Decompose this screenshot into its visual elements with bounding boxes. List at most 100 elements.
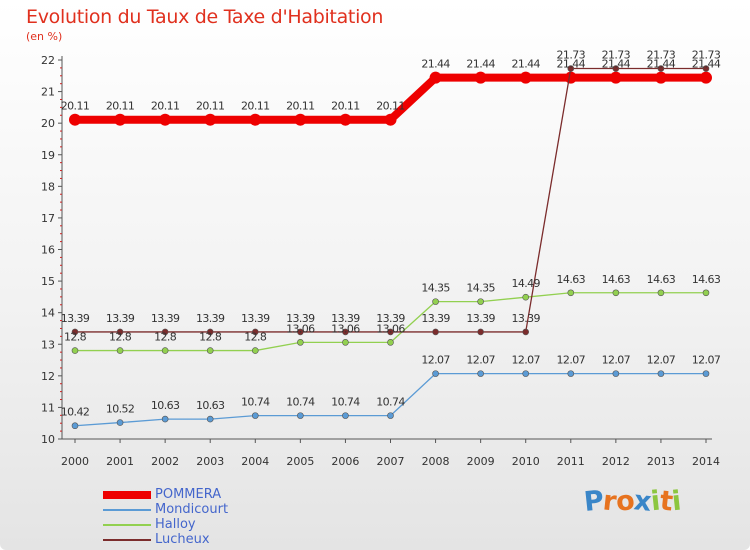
data-label-halloy: 13.06 [331,322,360,335]
data-label-lucheux: 13.39 [421,312,450,325]
chart-title: Evolution du Taux de Taxe d'Habitation [26,6,384,28]
data-point-halloy [251,347,259,354]
data-point-mondicourt [297,412,304,419]
data-label-pommera: 21.44 [557,58,586,71]
data-label-lucheux: 13.39 [466,312,495,325]
data-label-lucheux: 21.73 [602,49,631,62]
data-label-halloy: 14.63 [557,273,586,286]
data-point-halloy [161,347,169,354]
data-label-halloy: 12.8 [109,331,132,344]
data-point-mondicourt [387,412,394,419]
data-point-pommera [384,113,397,126]
data-point-lucheux [251,328,259,336]
legend: POMMERA Mondicourt Halloy Lucheux [103,487,228,547]
legend-label-lucheux: Lucheux [155,532,210,547]
data-label-lucheux: 21.73 [692,49,721,62]
data-label-halloy: 12.8 [64,331,87,344]
data-label-lucheux: 13.39 [151,312,180,325]
data-point-pommera [339,113,352,126]
data-point-lucheux [71,328,79,336]
x-tick-label: 2004 [241,455,269,468]
data-label-pommera: 20.11 [106,100,135,113]
data-label-lucheux: 13.39 [106,312,135,325]
data-label-pommera: 20.11 [286,100,315,113]
x-tick-label: 2009 [467,455,495,468]
data-label-pommera: 20.11 [331,100,360,113]
x-tick-label: 2001 [106,455,134,468]
x-tick-label: 2014 [692,455,720,468]
data-point-lucheux [657,65,665,72]
data-point-pommera [609,71,622,84]
y-tick-label: 16 [41,244,55,257]
x-tick-label: 2011 [557,455,585,468]
data-label-lucheux: 13.39 [376,312,405,325]
data-point-mondicourt [161,415,169,423]
data-point-lucheux [116,328,124,336]
data-point-pommera [474,71,487,84]
data-label-lucheux: 13.39 [331,312,360,325]
data-label-pommera: 21.44 [466,58,495,71]
data-point-pommera [700,71,712,84]
data-label-lucheux: 13.39 [511,312,540,325]
data-point-lucheux [477,328,484,336]
data-label-halloy: 14.35 [466,282,495,295]
data-point-lucheux [567,65,575,72]
y-tick-label: 22 [41,54,55,67]
data-point-lucheux [342,328,349,336]
data-label-mondicourt: 10.74 [376,396,405,409]
data-point-pommera [294,113,307,126]
data-point-mondicourt [477,370,484,377]
data-label-mondicourt: 10.63 [196,399,225,412]
data-label-mondicourt: 12.07 [466,354,495,367]
data-point-lucheux [297,328,304,336]
data-point-mondicourt [612,370,620,377]
x-tick-label: 2002 [151,455,179,468]
y-tick-label: 11 [41,401,55,414]
data-label-halloy: 12.8 [199,331,222,344]
y-tick-label: 13 [41,338,55,351]
data-point-mondicourt [342,412,349,419]
legend-item-lucheux: Lucheux [103,532,228,547]
data-label-mondicourt: 12.07 [647,354,676,367]
legend-swatch-halloy [103,523,151,526]
data-point-halloy [387,339,394,346]
data-point-pommera [429,71,442,84]
legend-swatch-lucheux [103,538,151,541]
data-label-mondicourt: 12.07 [557,354,586,367]
data-label-mondicourt: 12.07 [421,354,450,367]
data-point-halloy [702,289,710,297]
data-label-mondicourt: 10.63 [151,399,180,412]
chart-subtitle: (en %) [26,30,63,43]
data-label-pommera: 21.44 [511,58,540,71]
data-label-halloy: 14.35 [421,282,450,295]
data-label-pommera: 21.44 [602,58,631,71]
data-point-pommera [114,113,127,126]
data-point-mondicourt [206,415,214,423]
x-tick-label: 2008 [422,455,450,468]
data-point-pommera [564,71,577,84]
data-label-halloy: 14.63 [602,273,631,286]
data-label-lucheux: 21.73 [557,49,586,62]
legend-item-halloy: Halloy [103,517,228,532]
y-tick-label: 19 [41,149,55,162]
data-label-halloy: 12.8 [244,331,267,344]
data-label-halloy: 13.06 [376,322,405,335]
data-label-lucheux: 21.73 [647,49,676,62]
x-tick-label: 2013 [647,455,675,468]
data-point-lucheux [206,328,214,336]
x-tick-label: 2006 [331,455,359,468]
y-tick-label: 14 [41,307,55,320]
data-label-halloy: 14.49 [511,277,540,290]
data-label-mondicourt: 10.74 [331,396,360,409]
data-point-pommera [69,113,81,126]
data-point-lucheux [522,328,530,336]
data-point-mondicourt [71,422,79,430]
data-point-pommera [654,71,667,84]
data-point-halloy [297,339,304,346]
data-label-pommera: 21.44 [421,58,450,71]
data-point-mondicourt [251,412,259,419]
data-label-pommera: 20.11 [61,100,90,113]
data-label-halloy: 14.63 [692,273,721,286]
x-tick-label: 2000 [61,455,89,468]
x-tick-label: 2003 [196,455,224,468]
